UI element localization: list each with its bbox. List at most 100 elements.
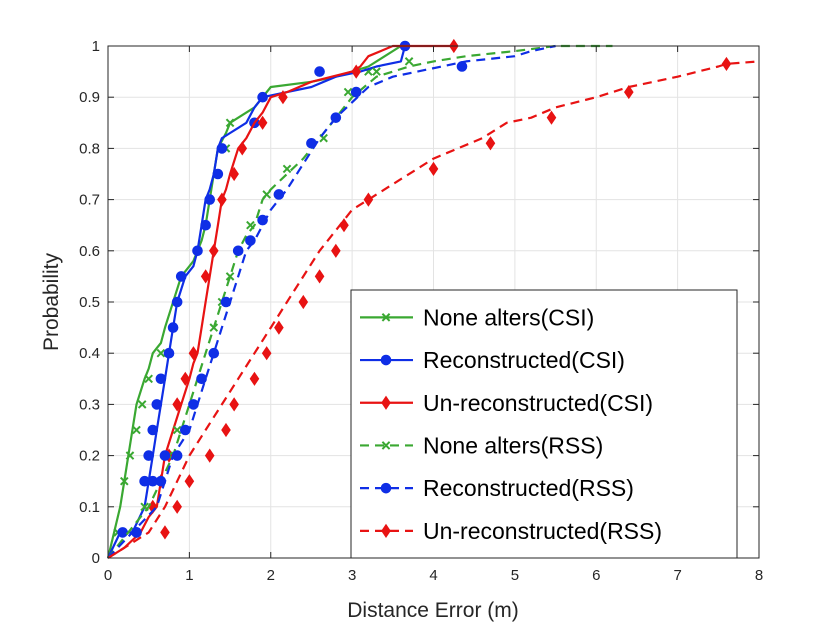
legend-label: Un-reconstructed(RSS) <box>423 518 662 544</box>
series-5 <box>107 44 556 559</box>
legend-item: None alters(RSS) <box>360 432 603 458</box>
y-tick-label: 0.4 <box>79 345 100 362</box>
x-tick-label: 8 <box>755 567 763 584</box>
series-marker <box>143 450 154 461</box>
legend-marker <box>381 441 391 450</box>
series-marker <box>216 143 228 154</box>
series-line <box>107 44 454 559</box>
legend-marker <box>380 354 392 366</box>
series-marker <box>257 115 268 130</box>
legend-label: None alters(RSS) <box>423 432 603 458</box>
legend-item: None alters(CSI) <box>360 304 594 330</box>
y-tick-label: 0.7 <box>79 192 100 209</box>
y-axis: 0 0.1 0.2 0.3 0.4 0.5 0.6 0.7 0.8 0.9 1 <box>79 38 759 567</box>
series-marker <box>225 118 235 128</box>
series-marker <box>249 371 260 386</box>
series-marker <box>261 346 272 361</box>
series-marker <box>314 269 325 284</box>
series-marker <box>140 502 149 512</box>
y-tick-label: 0.3 <box>79 396 100 413</box>
legend-item: Reconstructed(RSS) <box>360 475 634 501</box>
legend-marker <box>381 523 391 538</box>
series-marker <box>196 373 207 385</box>
series-marker <box>306 137 317 149</box>
series-marker <box>257 214 268 226</box>
series-marker <box>343 87 353 97</box>
legend-item: Reconstructed(CSI) <box>360 347 625 373</box>
series-marker <box>156 348 166 358</box>
legend-marker <box>381 395 391 410</box>
legend-marker <box>380 482 392 494</box>
series-marker <box>428 161 439 176</box>
series-2 <box>107 40 411 559</box>
x-tick-label: 6 <box>592 567 600 584</box>
series-marker <box>208 347 220 359</box>
series-marker <box>623 84 634 100</box>
series-marker <box>137 400 147 409</box>
y-tick-label: 0.8 <box>79 140 100 157</box>
series-marker <box>220 296 232 308</box>
series-marker <box>171 450 183 461</box>
y-tick-label: 0.5 <box>79 294 100 311</box>
series-marker <box>119 476 129 486</box>
series-marker <box>262 190 271 199</box>
series-marker <box>246 220 255 230</box>
series-marker <box>208 243 219 258</box>
series-marker <box>278 90 288 105</box>
series-marker <box>188 399 199 410</box>
series-marker <box>188 346 199 361</box>
series-marker <box>131 527 142 538</box>
series-marker <box>721 56 732 72</box>
legend-label: Reconstructed(RSS) <box>423 475 634 501</box>
legend-box <box>350 289 738 559</box>
series-marker <box>282 164 292 174</box>
series-marker <box>171 296 183 308</box>
series-marker <box>330 112 342 123</box>
series-marker <box>217 192 227 207</box>
series-marker <box>212 168 224 180</box>
series-group <box>106 38 760 559</box>
series-marker <box>257 91 268 103</box>
legend-marker <box>381 313 391 322</box>
series-marker <box>144 374 153 384</box>
series-marker <box>163 347 175 359</box>
series-marker <box>363 192 374 207</box>
series-marker <box>200 219 211 231</box>
series-marker <box>180 371 191 386</box>
y-tick-label: 0.2 <box>79 448 100 465</box>
series-marker <box>229 166 239 182</box>
y-tick-label: 0.6 <box>79 243 100 260</box>
legend-label: Reconstructed(CSI) <box>423 347 625 373</box>
series-marker <box>159 450 171 461</box>
series-marker <box>273 189 285 200</box>
series-marker <box>232 245 244 257</box>
series-marker <box>314 66 325 77</box>
series-marker <box>485 136 496 151</box>
series-marker <box>546 110 557 125</box>
series-line <box>107 44 613 559</box>
series-marker <box>117 527 128 538</box>
series-marker <box>339 218 349 233</box>
series-marker <box>209 323 219 332</box>
series-marker <box>204 448 215 463</box>
series-marker <box>192 245 203 257</box>
y-axis-label: Probability <box>40 252 63 351</box>
series-marker <box>350 86 362 98</box>
series-marker <box>172 499 182 514</box>
series-marker <box>225 272 235 281</box>
series-marker <box>404 57 414 66</box>
series-marker <box>132 425 141 435</box>
series-marker <box>180 424 191 436</box>
series-marker <box>160 525 170 540</box>
series-6 <box>107 56 760 559</box>
x-tick-label: 7 <box>673 567 681 584</box>
x-tick-label: 3 <box>348 567 356 584</box>
legend-item: Un-reconstructed(RSS) <box>360 518 662 544</box>
x-tick-label: 2 <box>267 567 275 584</box>
y-tick-label: 0 <box>92 550 100 567</box>
series-line <box>106 45 402 559</box>
series-marker <box>175 271 187 282</box>
series-marker <box>200 269 211 284</box>
series-marker <box>456 61 468 72</box>
